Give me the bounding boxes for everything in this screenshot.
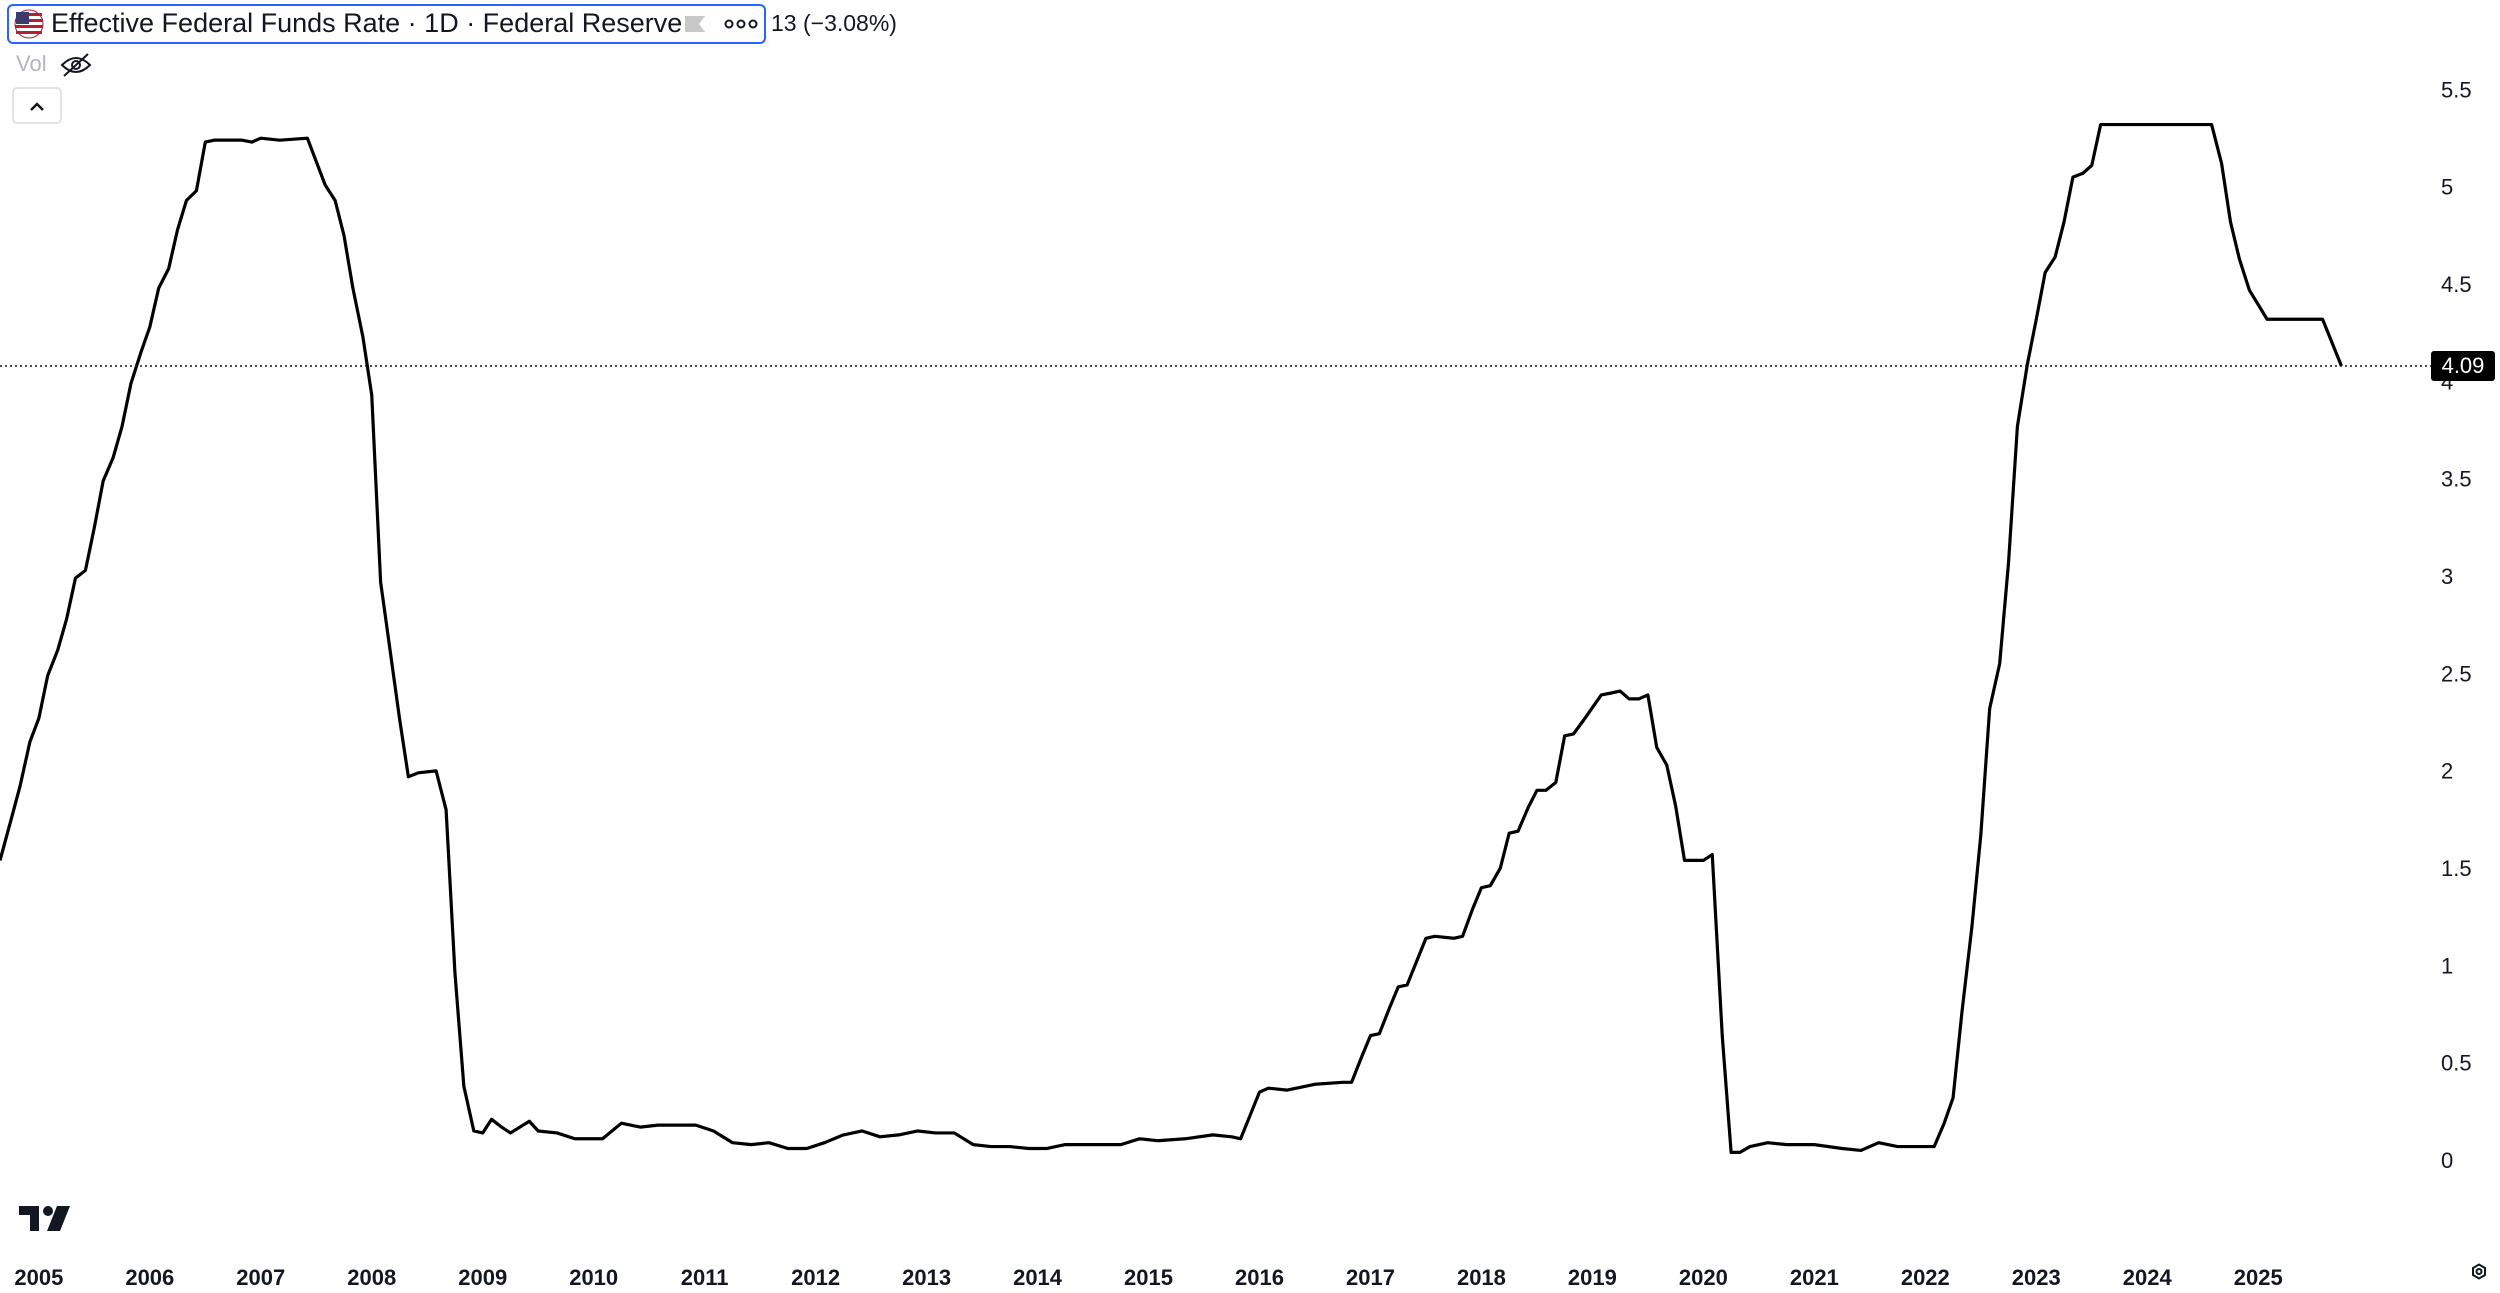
y-tick-label: 0.5 — [2441, 1051, 2472, 1076]
y-tick-label: 3.5 — [2441, 467, 2472, 492]
legend-box[interactable] — [7, 4, 766, 44]
y-tick-label: 5 — [2441, 175, 2453, 200]
logo — [19, 1206, 70, 1231]
more-button[interactable] — [724, 19, 758, 29]
x-tick-label: 2007 — [236, 1265, 285, 1290]
x-tick-label: 2018 — [1457, 1265, 1506, 1290]
x-tick-label: 2013 — [902, 1265, 951, 1290]
flag-button[interactable] — [685, 16, 705, 32]
series-title: Effective Federal Funds Rate · 1D · Fede… — [51, 8, 682, 38]
collapse-icon — [30, 102, 44, 111]
y-tick-label: 1.5 — [2441, 856, 2472, 881]
x-tick-label: 2017 — [1346, 1265, 1395, 1290]
x-tick-label: 2022 — [1901, 1265, 1950, 1290]
x-tick-label: 2024 — [2123, 1265, 2173, 1290]
x-tick-label: 2005 — [14, 1265, 63, 1290]
y-tick-label: 5.5 — [2441, 77, 2472, 102]
x-tick-label: 2010 — [569, 1265, 618, 1290]
y-tick-label: 4.5 — [2441, 272, 2472, 297]
y-tick-label: 2.5 — [2441, 661, 2472, 686]
x-tick-label: 2021 — [1790, 1265, 1839, 1290]
x-tick-label: 2006 — [125, 1265, 174, 1290]
x-tick-label: 2020 — [1679, 1265, 1728, 1290]
y-tick-label: 0 — [2441, 1148, 2453, 1173]
x-tick-label: 2009 — [458, 1265, 507, 1290]
rate-line — [0, 122, 2343, 1154]
x-tick-label: 2015 — [1124, 1265, 1173, 1290]
volume-label: Vol — [16, 51, 47, 76]
x-tick-label: 2012 — [791, 1265, 840, 1290]
y-tick-label: 3 — [2441, 564, 2453, 589]
x-tick-label: 2019 — [1568, 1265, 1617, 1290]
x-tick-label: 2011 — [681, 1265, 729, 1290]
last-value-box — [2431, 350, 2495, 381]
change-label: 13 (−3.08%) — [771, 10, 897, 36]
settings-icon[interactable] — [2472, 1263, 2486, 1280]
hide-volume-icon[interactable] — [60, 53, 92, 77]
flag-icon — [14, 9, 44, 39]
x-tick-label: 2008 — [347, 1265, 396, 1290]
x-tick-label: 2016 — [1235, 1265, 1284, 1290]
x-tick-label: 2025 — [2234, 1265, 2283, 1290]
x-tick-label: 2023 — [2012, 1265, 2061, 1290]
y-tick-label: 1 — [2441, 953, 2453, 978]
x-tick-label: 2014 — [1013, 1265, 1063, 1290]
last-value-label: 4.09 — [2442, 353, 2485, 378]
y-tick-label: 2 — [2441, 759, 2453, 784]
